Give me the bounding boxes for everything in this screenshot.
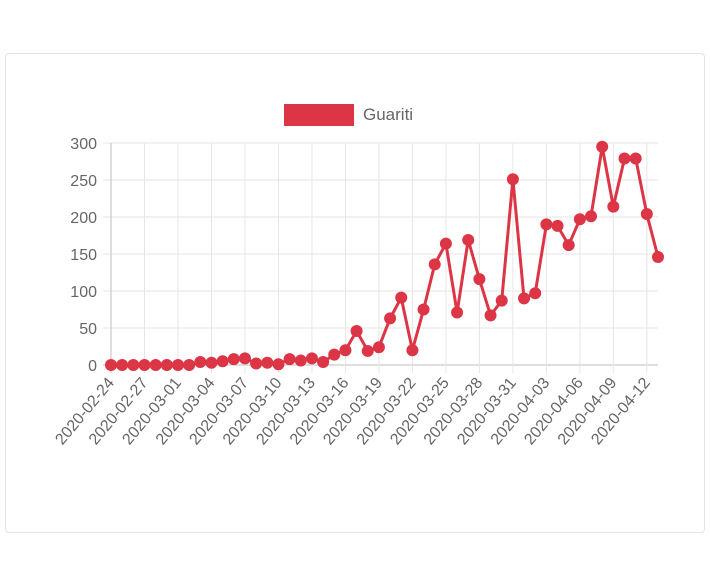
y-tick-label: 250 xyxy=(70,173,97,190)
data-point[interactable] xyxy=(451,306,464,319)
data-point[interactable] xyxy=(116,359,129,371)
data-point[interactable] xyxy=(529,287,542,300)
data-point[interactable] xyxy=(328,348,341,361)
data-point[interactable] xyxy=(629,152,642,165)
data-point[interactable] xyxy=(495,294,508,307)
data-point[interactable] xyxy=(473,273,486,286)
data-point[interactable] xyxy=(149,359,162,371)
y-tick-label: 0 xyxy=(88,358,97,375)
data-point[interactable] xyxy=(596,140,609,153)
y-tick-label: 300 xyxy=(70,136,97,153)
data-points xyxy=(105,140,664,371)
data-point[interactable] xyxy=(160,359,173,371)
y-tick-label: 150 xyxy=(70,247,97,264)
data-point[interactable] xyxy=(350,324,363,337)
data-point[interactable] xyxy=(652,250,664,263)
data-point[interactable] xyxy=(506,173,519,186)
y-tick-label: 200 xyxy=(70,210,97,227)
data-point[interactable] xyxy=(484,309,497,322)
data-point[interactable] xyxy=(238,352,251,365)
legend[interactable]: Guariti xyxy=(284,104,413,126)
data-point[interactable] xyxy=(105,359,117,371)
data-point[interactable] xyxy=(384,312,397,325)
data-point[interactable] xyxy=(339,344,352,357)
data-point[interactable] xyxy=(395,291,408,304)
data-point[interactable] xyxy=(205,356,218,369)
data-point[interactable] xyxy=(171,359,184,371)
data-point[interactable] xyxy=(127,359,140,371)
data-point[interactable] xyxy=(250,357,263,370)
data-point[interactable] xyxy=(562,239,575,252)
chart-card xyxy=(5,53,705,533)
x-axis-ticks: 2020-02-242020-02-272020-03-012020-03-04… xyxy=(52,375,654,449)
data-point[interactable] xyxy=(540,218,553,231)
data-point[interactable] xyxy=(216,355,229,368)
data-point[interactable] xyxy=(361,344,374,357)
data-point[interactable] xyxy=(138,359,151,371)
data-point[interactable] xyxy=(272,358,285,371)
data-point[interactable] xyxy=(551,219,564,232)
data-point[interactable] xyxy=(417,303,430,316)
series-line-guariti xyxy=(111,146,660,367)
data-point[interactable] xyxy=(462,233,475,246)
data-point[interactable] xyxy=(607,200,620,213)
data-point[interactable] xyxy=(585,210,598,223)
data-point[interactable] xyxy=(428,258,441,271)
y-axis-ticks: 0 50 100 150 200 250 300 xyxy=(70,136,97,375)
data-point[interactable] xyxy=(294,354,307,367)
data-point[interactable] xyxy=(183,359,196,371)
data-point[interactable] xyxy=(372,341,385,354)
data-point[interactable] xyxy=(317,356,330,369)
data-point[interactable] xyxy=(227,353,240,366)
data-point[interactable] xyxy=(640,208,653,221)
y-tick-label: 100 xyxy=(70,284,97,301)
data-point[interactable] xyxy=(261,356,274,369)
data-point[interactable] xyxy=(283,353,296,366)
grid xyxy=(103,142,658,373)
data-point[interactable] xyxy=(518,292,531,305)
data-point[interactable] xyxy=(439,237,452,250)
data-point[interactable] xyxy=(194,356,207,369)
data-point[interactable] xyxy=(305,352,318,365)
legend-label: Guariti xyxy=(363,105,413,124)
y-tick-label: 50 xyxy=(79,321,97,338)
data-point[interactable] xyxy=(573,213,586,226)
legend-swatch xyxy=(284,104,354,126)
data-point[interactable] xyxy=(406,344,419,357)
data-point[interactable] xyxy=(618,152,631,165)
